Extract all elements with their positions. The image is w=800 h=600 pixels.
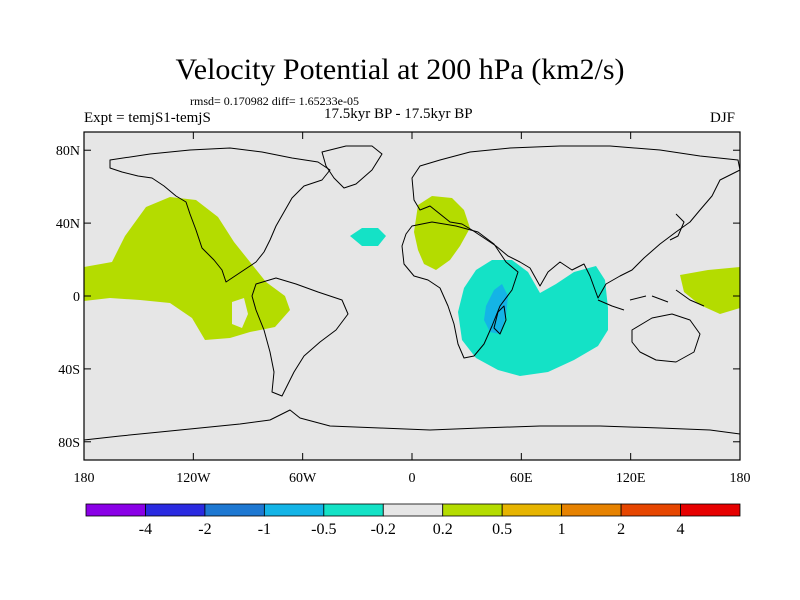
stats-line: rmsd= 0.170982 diff= 1.65233e-05 [190, 94, 359, 108]
colorbar-label: 0.2 [433, 521, 453, 538]
colorbar-swatch [561, 503, 622, 517]
colorbar-label: 4 [677, 521, 685, 538]
colorbar-swatch [145, 503, 206, 517]
season-label: DJF [710, 110, 736, 126]
period-label: 17.5kyr BP - 17.5kyr BP [324, 106, 473, 122]
lon-tick-label: 180 [730, 471, 751, 486]
lat-tick-label: 40S [58, 363, 80, 378]
coastline-indonesia [597, 289, 705, 311]
coastline-north-america [109, 147, 331, 283]
map-title: Velocity Potential at 200 hPa (km2/s) [175, 53, 625, 86]
region-north-atlantic-negative [350, 228, 386, 246]
colorbar-swatch [442, 503, 503, 517]
coastline-eurasia [411, 145, 741, 299]
colorbar-swatch [680, 503, 741, 517]
colorbar-label: -4 [139, 521, 152, 538]
coastline-australia [631, 313, 701, 363]
region-west-pacific-positive [680, 267, 740, 314]
lon-tick-label: 120E [616, 471, 646, 486]
lon-tick-label: 60E [510, 471, 533, 486]
coastline-south-america [251, 277, 349, 397]
lat-tick-label: 0 [73, 290, 80, 305]
coastline-japan [669, 213, 685, 241]
colorbar-label: 2 [617, 521, 625, 538]
coastline-antarctica [83, 409, 741, 441]
lat-tick-label: 40N [56, 217, 80, 232]
experiment-label: Expt = temjS1-temjS [84, 110, 211, 126]
longitude-axis: 180 120W 60W 0 60E 120E 180 [74, 132, 751, 486]
colorbar-label: -1 [258, 521, 271, 538]
colorbar-label: 1 [558, 521, 566, 538]
colorbar-swatch [85, 503, 146, 517]
colorbar-label: -2 [198, 521, 211, 538]
coastline-africa [401, 221, 519, 359]
lat-tick-label: 80S [58, 436, 80, 451]
lon-tick-label: 180 [74, 471, 95, 486]
colorbar-label: 0.5 [492, 521, 512, 538]
region-madagascar-minimum [484, 284, 508, 334]
lon-tick-label: 120W [176, 471, 211, 486]
colorbar: -4 -2 -1 -0.5 -0.2 0.2 0.5 1 2 4 [85, 503, 741, 538]
colorbar-swatch [263, 503, 325, 517]
colorbar-swatch [501, 503, 563, 517]
colorbar-swatch [382, 503, 444, 517]
lon-tick-label: 60W [289, 471, 317, 486]
colorbar-swatch [323, 503, 384, 517]
colorbar-swatch [204, 503, 265, 517]
coastline-greenland [321, 145, 383, 189]
colorbar-swatch [620, 503, 681, 517]
colorbar-label: -0.2 [371, 521, 396, 538]
latitude-axis: 80N 40N 0 40S 80S [56, 144, 740, 451]
coastline-madagascar [493, 305, 507, 335]
lat-tick-label: 80N [56, 144, 80, 159]
region-east-pacific-hole [232, 298, 248, 328]
colorbar-label: -0.5 [311, 521, 336, 538]
lon-tick-label: 0 [409, 471, 416, 486]
region-europe-north-africa-positive [414, 196, 470, 270]
